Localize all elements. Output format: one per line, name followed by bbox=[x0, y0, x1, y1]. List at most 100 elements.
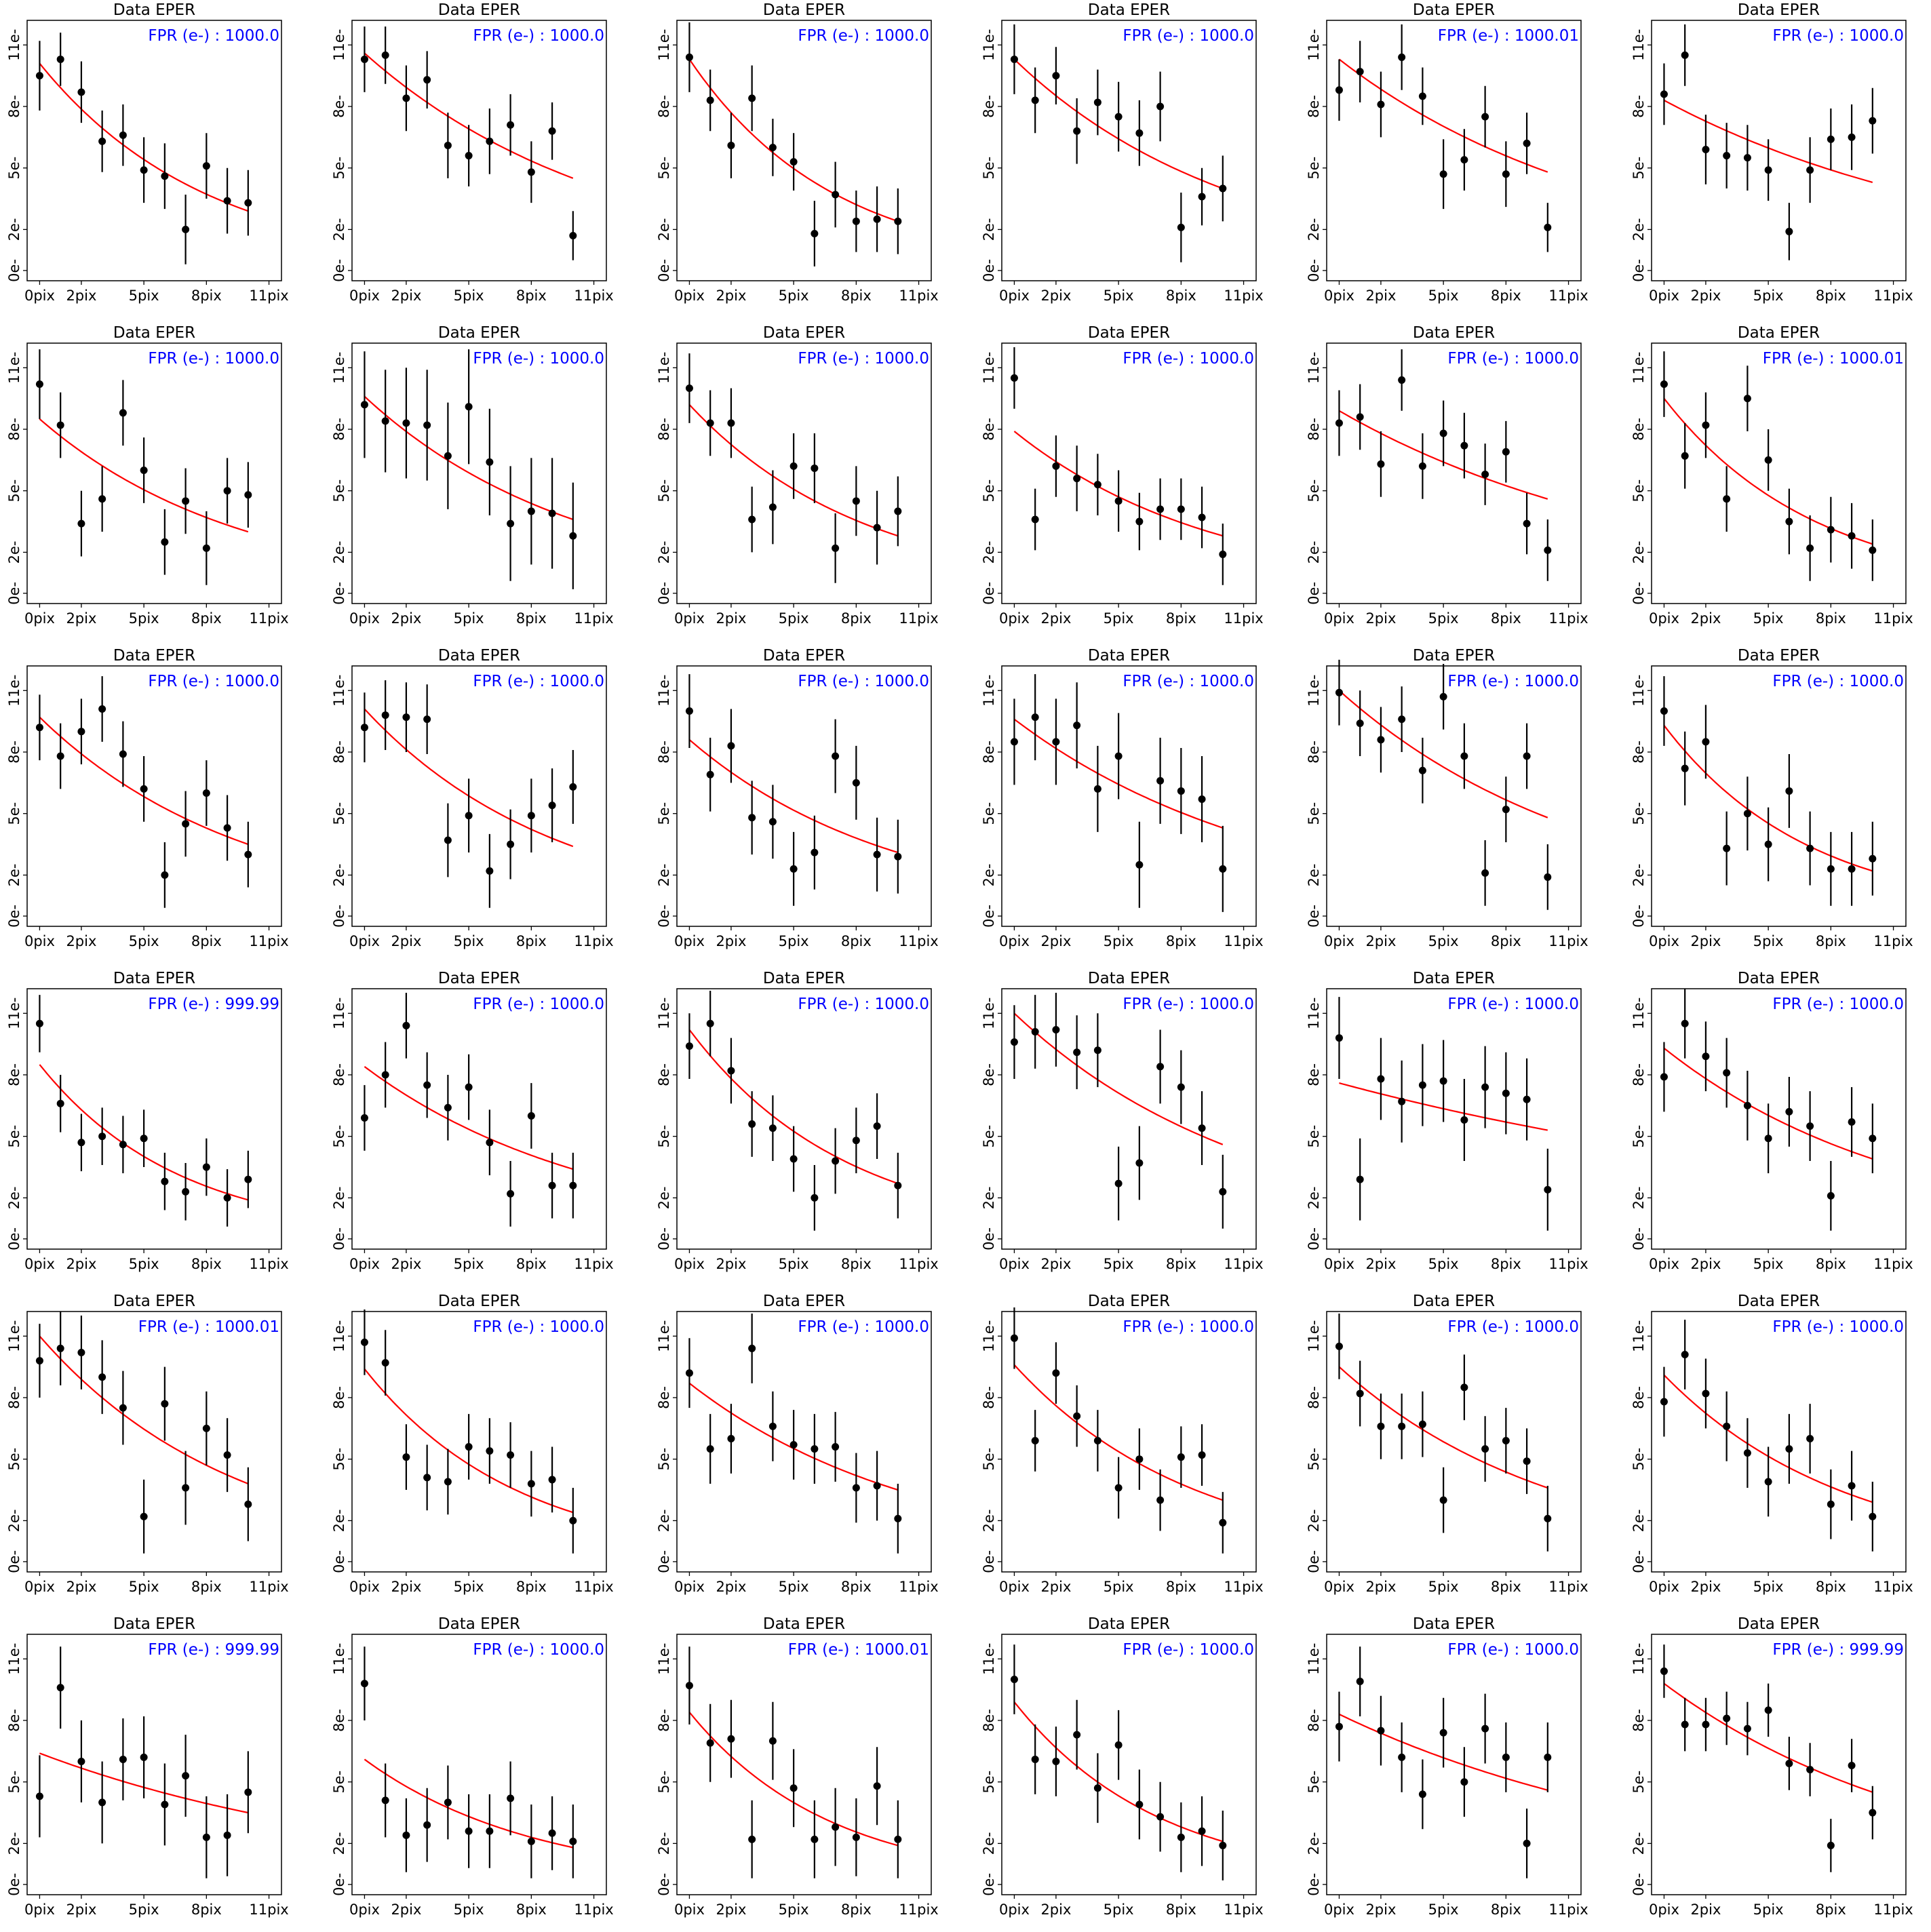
data-point bbox=[706, 1019, 714, 1027]
data-point bbox=[852, 1484, 860, 1492]
x-tick-label: 2pix bbox=[716, 1901, 746, 1918]
data-point bbox=[1785, 1759, 1793, 1767]
data-point bbox=[569, 532, 577, 540]
data-point bbox=[1135, 517, 1144, 526]
data-point bbox=[1398, 376, 1406, 384]
fit-line bbox=[1663, 397, 1873, 545]
x-tick-label: 2pix bbox=[1690, 1256, 1721, 1272]
x-tick-label: 0pix bbox=[674, 933, 705, 949]
data-point bbox=[1377, 1075, 1385, 1083]
data-point bbox=[1219, 1518, 1227, 1526]
subplot-title: Data EPER bbox=[113, 647, 195, 665]
data-point bbox=[486, 458, 494, 466]
data-point bbox=[244, 850, 252, 859]
x-tick-label: 5pix bbox=[129, 288, 159, 304]
data-point bbox=[465, 152, 473, 160]
x-tick-label: 2pix bbox=[716, 1256, 746, 1272]
data-point bbox=[1114, 752, 1123, 760]
data-point bbox=[507, 1794, 515, 1802]
y-tick-label: 2e- bbox=[1306, 1509, 1322, 1532]
data-point bbox=[748, 814, 756, 822]
data-point bbox=[1093, 481, 1101, 489]
y-tick-label: 5e- bbox=[6, 157, 22, 180]
x-tick-label: 11pix bbox=[574, 288, 613, 304]
subplot-title: Data EPER bbox=[1413, 647, 1495, 665]
subplot: Data EPER 0pix 2pix 5pix 8pix 11pix 0e- 2e- 5e- 8… bbox=[981, 647, 1264, 949]
subplot-title: Data EPER bbox=[113, 970, 195, 987]
y-tick-label: 11e- bbox=[981, 675, 997, 707]
y-tick-label: 5e- bbox=[6, 1125, 22, 1148]
data-point bbox=[202, 1163, 210, 1171]
x-tick-label: 0pix bbox=[999, 610, 1030, 627]
data-point bbox=[161, 1177, 169, 1185]
plot-frame bbox=[676, 1311, 932, 1573]
fpr-annotation: FPR (e-) : 1000.0 bbox=[1447, 1318, 1579, 1336]
data-point bbox=[1869, 1135, 1877, 1143]
y-tick-label: 11e- bbox=[1631, 352, 1647, 384]
y-tick-label: 0e- bbox=[331, 1227, 347, 1250]
y-tick-label: 11e- bbox=[1631, 998, 1647, 1029]
data-point bbox=[1702, 1389, 1710, 1398]
x-tick-label: 8pix bbox=[191, 1901, 222, 1918]
subplot: Data EPER 0pix 2pix 5pix 8pix 11pix 0e- 2e- 5e- 8… bbox=[656, 970, 939, 1272]
data-point bbox=[77, 519, 85, 528]
x-tick-label: 5pix bbox=[1428, 610, 1459, 627]
data-point bbox=[444, 141, 452, 149]
subplot: Data EPER 0pix 2pix 5pix 8pix 11pix 0e- 2e- 5e- 8… bbox=[981, 1, 1264, 304]
y-tick-label: 11e- bbox=[331, 1643, 347, 1675]
x-tick-label: 0pix bbox=[999, 288, 1030, 304]
y-tick-label: 8e- bbox=[656, 418, 672, 441]
y-tick-label: 5e- bbox=[6, 1771, 22, 1794]
x-tick-label: 0pix bbox=[999, 933, 1030, 949]
x-tick-label: 8pix bbox=[841, 1901, 872, 1918]
x-tick-label: 11pix bbox=[1224, 1579, 1263, 1595]
data-point bbox=[1827, 1841, 1835, 1849]
x-tick-label: 2pix bbox=[66, 610, 96, 627]
data-point bbox=[161, 538, 169, 546]
data-point bbox=[685, 1682, 693, 1690]
data-point bbox=[1743, 1724, 1751, 1733]
subplot: Data EPER 0pix 2pix 5pix 8pix 11pix 0e- 2e- 5e- 8… bbox=[6, 1, 289, 304]
data-point bbox=[402, 1831, 410, 1839]
data-point bbox=[873, 1122, 881, 1130]
data-point bbox=[402, 419, 410, 427]
data-point bbox=[1764, 1706, 1772, 1714]
y-tick-label: 11e- bbox=[656, 1643, 672, 1675]
y-tick-label: 2e- bbox=[6, 218, 22, 241]
data-point bbox=[56, 1099, 64, 1107]
x-tick-label: 5pix bbox=[129, 1901, 159, 1918]
data-point bbox=[465, 1443, 473, 1451]
data-point bbox=[381, 51, 389, 59]
subplot-title: Data EPER bbox=[1738, 324, 1820, 342]
y-tick-label: 5e- bbox=[1306, 479, 1322, 502]
x-tick-label: 8pix bbox=[841, 288, 872, 304]
y-tick-label: 5e- bbox=[656, 157, 672, 180]
x-tick-label: 2pix bbox=[1690, 610, 1721, 627]
y-tick-label: 5e- bbox=[981, 479, 997, 502]
y-tick-label: 11e- bbox=[1631, 675, 1647, 707]
fit-line bbox=[688, 739, 899, 854]
data-point bbox=[486, 1139, 494, 1147]
x-tick-label: 11pix bbox=[899, 933, 938, 949]
data-point bbox=[1460, 156, 1468, 164]
fpr-annotation: FPR (e-) : 1000.0 bbox=[1447, 995, 1579, 1013]
data-point bbox=[1114, 1741, 1123, 1749]
subplot: Data EPER 0pix 2pix 5pix 8pix 11pix 0e- 2e- 5e- 8… bbox=[1631, 647, 1913, 949]
data-point bbox=[119, 1141, 127, 1149]
data-point bbox=[1177, 1833, 1185, 1841]
data-point bbox=[1093, 785, 1101, 793]
y-tick-label: 5e- bbox=[331, 479, 347, 502]
subplot-title: Data EPER bbox=[1413, 324, 1495, 342]
x-tick-label: 0pix bbox=[349, 288, 380, 304]
plot-frame bbox=[26, 1311, 282, 1573]
x-tick-label: 11pix bbox=[249, 1901, 288, 1918]
y-tick-label: 0e- bbox=[656, 1873, 672, 1896]
x-tick-label: 8pix bbox=[1166, 1901, 1196, 1918]
subplot-title: Data EPER bbox=[438, 647, 520, 665]
plot-frame bbox=[1326, 342, 1582, 604]
data-point bbox=[832, 191, 840, 199]
fpr-annotation: FPR (e-) : 1000.0 bbox=[1772, 1318, 1904, 1336]
y-tick-label: 2e- bbox=[6, 1832, 22, 1855]
data-point bbox=[1177, 505, 1185, 513]
y-tick-label: 2e- bbox=[981, 863, 997, 886]
